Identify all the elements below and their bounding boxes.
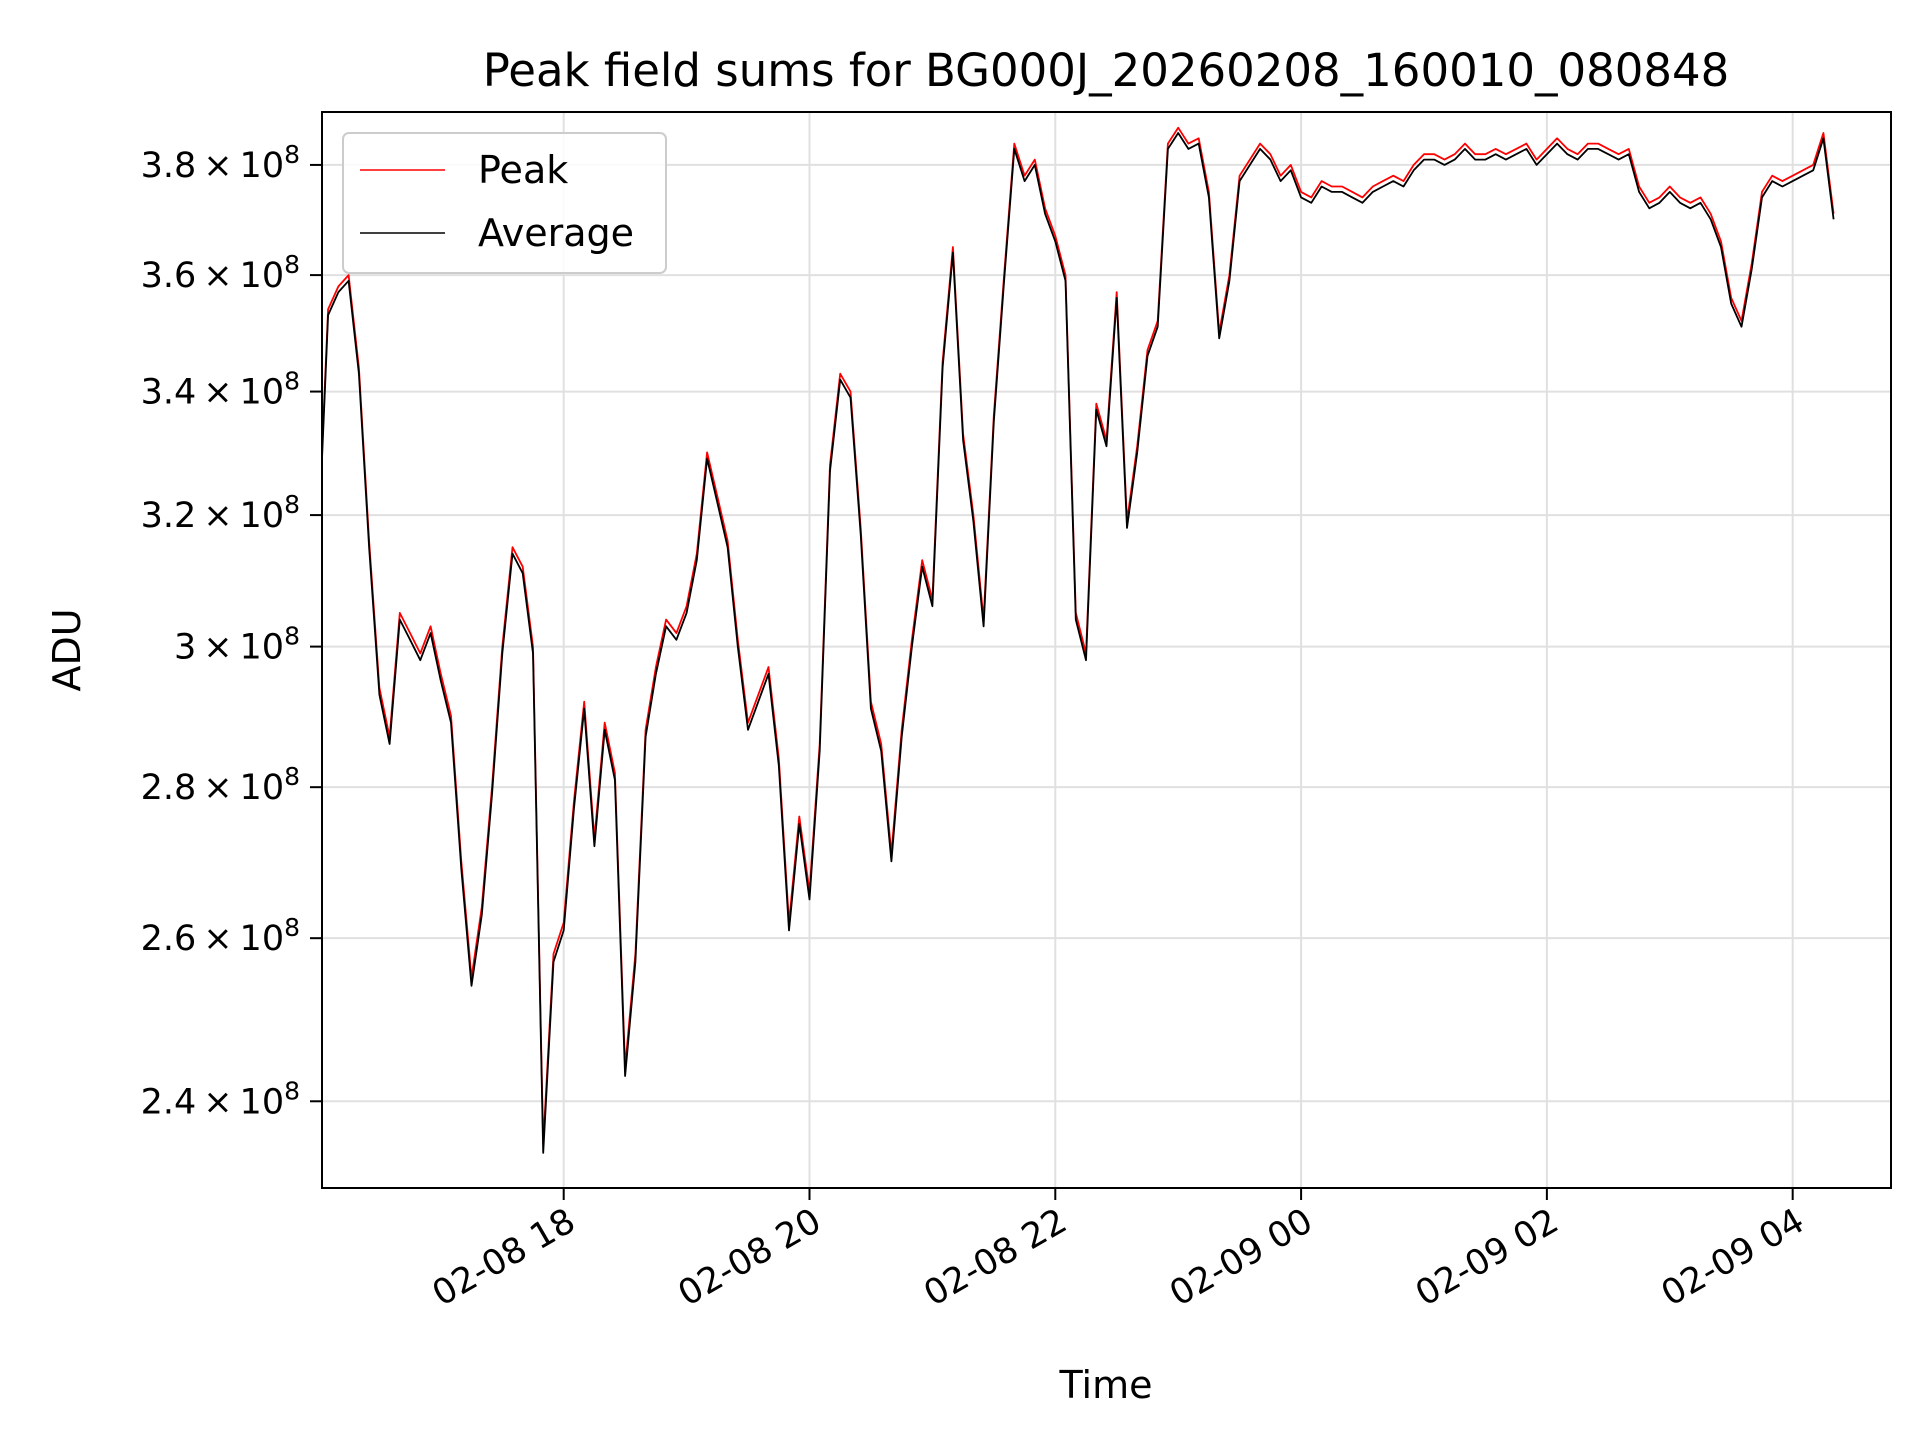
y-tick-label: 2.6 × 108 [141, 913, 300, 959]
y-tick-label: 3.8 × 108 [141, 140, 300, 186]
y-axis-ticks: 2.4 × 108 2.6 × 108 2.8 × 108 3 × 108 3.2 × … [141, 140, 322, 1122]
y-tick-label: 3.2 × 108 [141, 490, 300, 536]
grid-layer [322, 112, 1891, 1188]
y-tick-label: 2.4 × 108 [141, 1076, 300, 1122]
y-tick-label: 3.4 × 108 [141, 367, 300, 413]
y-tick-label: 3.6 × 108 [141, 250, 300, 296]
y-tick-label: 3 × 108 [174, 622, 300, 668]
legend-box [342, 132, 667, 274]
x-axis-label: Time [1059, 1363, 1153, 1407]
series-line-average [322, 132, 1835, 1154]
y-tick-label: 2.8 × 108 [141, 762, 300, 808]
legend-label-average: Average [478, 211, 634, 255]
series-layer [322, 126, 1835, 1154]
legend-label-peak: Peak [478, 148, 568, 192]
y-axis-label: ADU [45, 608, 89, 691]
plot-area-frame [321, 111, 1892, 1189]
legend: Peak Average [342, 132, 667, 274]
chart-title: Peak field sums for BG000J_20260208_1600… [483, 44, 1730, 97]
